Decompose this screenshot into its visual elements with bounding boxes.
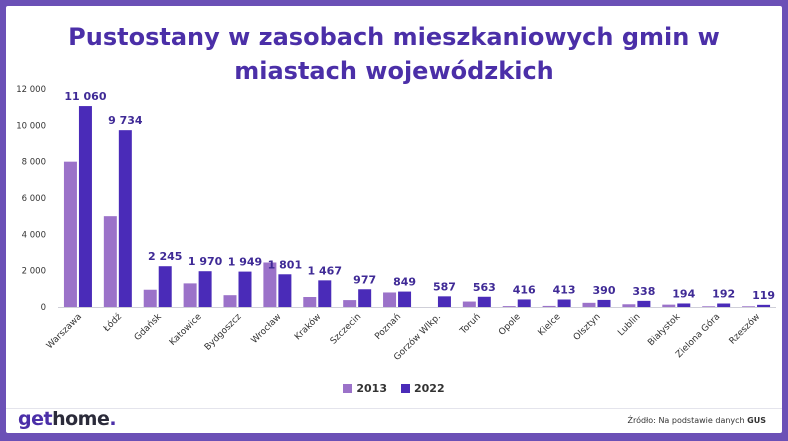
logo-part-home: home — [52, 408, 110, 430]
chart-title: Pustostany w zasobach mieszkaniowych gmi… — [6, 20, 782, 88]
legend-swatch-2022 — [401, 384, 410, 393]
y-tick-label-6: 12 000 — [16, 85, 46, 95]
bar-2013-14 — [622, 304, 636, 307]
bar-2022-6 — [318, 280, 332, 307]
data-label-13: 390 — [593, 284, 616, 297]
bar-2013-15 — [662, 304, 676, 307]
data-label-2: 2 245 — [148, 250, 182, 263]
bar-2013-12 — [542, 305, 556, 307]
bar-2022-1 — [118, 130, 132, 307]
data-label-9: 587 — [433, 280, 456, 293]
data-label-3: 1 970 — [188, 255, 223, 268]
legend-swatch-2013 — [343, 384, 353, 393]
bar-2022-17 — [757, 304, 771, 307]
category-label-15: Białystok — [646, 311, 683, 348]
bar-2022-14 — [637, 300, 651, 307]
bar-2013-13 — [582, 302, 596, 307]
data-label-15: 194 — [672, 287, 695, 300]
bar-2013-6 — [303, 297, 317, 307]
category-label-4: Bydgoszcz — [203, 312, 244, 353]
legend-label-2013: 2013 — [356, 382, 387, 395]
bar-2013-11 — [502, 306, 516, 307]
category-label-2: Gdańsk — [133, 311, 165, 343]
y-tick-label-5: 10 000 — [16, 121, 46, 131]
y-tick-label-0: 0 — [41, 303, 46, 313]
bar-2022-3 — [198, 271, 212, 307]
category-label-13: Olsztyn — [572, 312, 603, 343]
y-tick-label-2: 4 000 — [22, 230, 46, 240]
category-label-8: Poznań — [373, 312, 403, 342]
bar-2013-8 — [383, 292, 397, 307]
logo-dot: . — [109, 408, 117, 430]
category-label-17: Rzeszów — [727, 311, 762, 346]
bar-2022-0 — [78, 106, 92, 308]
footer-divider — [6, 408, 782, 409]
bar-2022-2 — [158, 266, 172, 307]
bar-2022-15 — [677, 303, 691, 307]
bar-2013-0 — [63, 161, 77, 307]
bar-2013-4 — [223, 295, 237, 307]
data-label-11: 416 — [513, 283, 536, 296]
source-name: GUS — [747, 416, 766, 425]
bar-2013-3 — [183, 283, 197, 307]
category-label-14: Lublin — [616, 312, 642, 338]
bar-2013-5 — [263, 262, 277, 307]
bar-2022-4 — [238, 271, 252, 307]
category-label-0: Warszawa — [45, 312, 84, 351]
data-label-1: 9 734 — [108, 114, 143, 127]
data-label-12: 413 — [553, 283, 576, 296]
y-tick-label-1: 2 000 — [22, 267, 46, 277]
data-label-14: 338 — [632, 285, 655, 298]
bar-chart: 0 2 000 4 000 6 000 8 000 10 000 12 000 11 060 W… — [16, 85, 776, 363]
category-label-11: Opole — [497, 312, 523, 338]
bar-2022-5 — [278, 274, 292, 307]
data-label-8: 849 — [393, 276, 416, 289]
title-line-1: Pustostany w zasobach mieszkaniowych gmi… — [68, 23, 720, 51]
bar-2022-16 — [717, 303, 731, 307]
bar-2013-10 — [462, 301, 476, 307]
chart-card: Pustostany w zasobach mieszkaniowych gmi… — [6, 6, 782, 433]
bar-2022-8 — [398, 291, 412, 307]
bar-2013-16 — [702, 306, 716, 307]
legend-item-2013: 2013 — [343, 382, 387, 395]
data-label-4: 1 949 — [228, 256, 262, 269]
category-label-7: Szczecin — [329, 312, 364, 347]
bar-2022-9 — [437, 296, 451, 307]
source-note: Źródło: Na podstawie danych GUS — [627, 416, 766, 425]
y-tick-label-3: 6 000 — [22, 194, 46, 204]
source-prefix: Źródło: Na podstawie danych — [627, 416, 745, 425]
legend-item-2022: 2022 — [401, 382, 445, 395]
data-label-10: 563 — [473, 281, 496, 294]
category-label-5: Wrocław — [250, 312, 284, 346]
data-label-6: 1 467 — [308, 264, 342, 277]
data-label-0: 11 060 — [64, 90, 106, 103]
category-label-12: Kielce — [537, 312, 563, 338]
bar-2013-17 — [742, 306, 756, 307]
title-line-2: miastach wojewódzkich — [234, 57, 554, 85]
logo-part-get: get — [18, 408, 53, 430]
bar-2022-13 — [597, 299, 611, 307]
bar-2013-2 — [143, 289, 157, 307]
bar-2013-1 — [103, 216, 117, 307]
bar-2022-12 — [557, 299, 571, 307]
gethome-logo: gethome. — [18, 408, 117, 430]
category-label-10: Toruń — [458, 312, 483, 337]
y-tick-label-4: 8 000 — [22, 158, 46, 168]
bar-2022-11 — [517, 299, 531, 307]
legend: 2013 2022 — [6, 382, 782, 395]
data-label-5: 1 801 — [268, 258, 302, 271]
category-label-6: Kraków — [292, 311, 323, 342]
bar-2013-7 — [343, 300, 357, 307]
bar-2022-10 — [477, 296, 491, 307]
bar-2022-7 — [358, 289, 372, 307]
data-label-16: 192 — [712, 288, 735, 301]
data-label-7: 977 — [353, 273, 376, 286]
data-label-17: 119 — [752, 289, 775, 302]
category-label-3: Katowice — [168, 312, 204, 348]
legend-label-2022: 2022 — [414, 382, 445, 395]
category-label-1: Łódź — [101, 311, 125, 335]
